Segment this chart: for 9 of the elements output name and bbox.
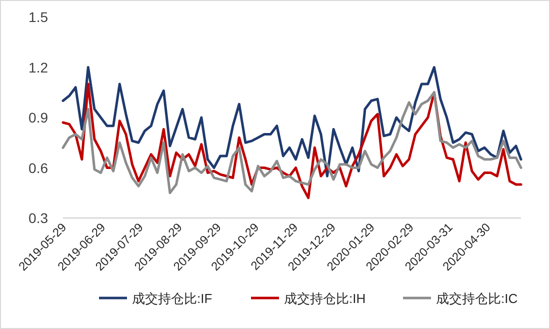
legend-label: 成交持仓比:IC	[436, 291, 518, 306]
y-tick-label: 1.5	[28, 9, 48, 25]
y-tick-label: 1.2	[28, 59, 48, 76]
legend-label: 成交持仓比:IH	[284, 291, 366, 306]
y-tick-label: 0.3	[28, 210, 48, 226]
y-tick-label: 0.9	[28, 110, 48, 126]
legend-label: 成交持仓比:IF	[132, 291, 212, 306]
line-series	[62, 66, 522, 178]
y-tick-label: 0.6	[28, 160, 48, 176]
